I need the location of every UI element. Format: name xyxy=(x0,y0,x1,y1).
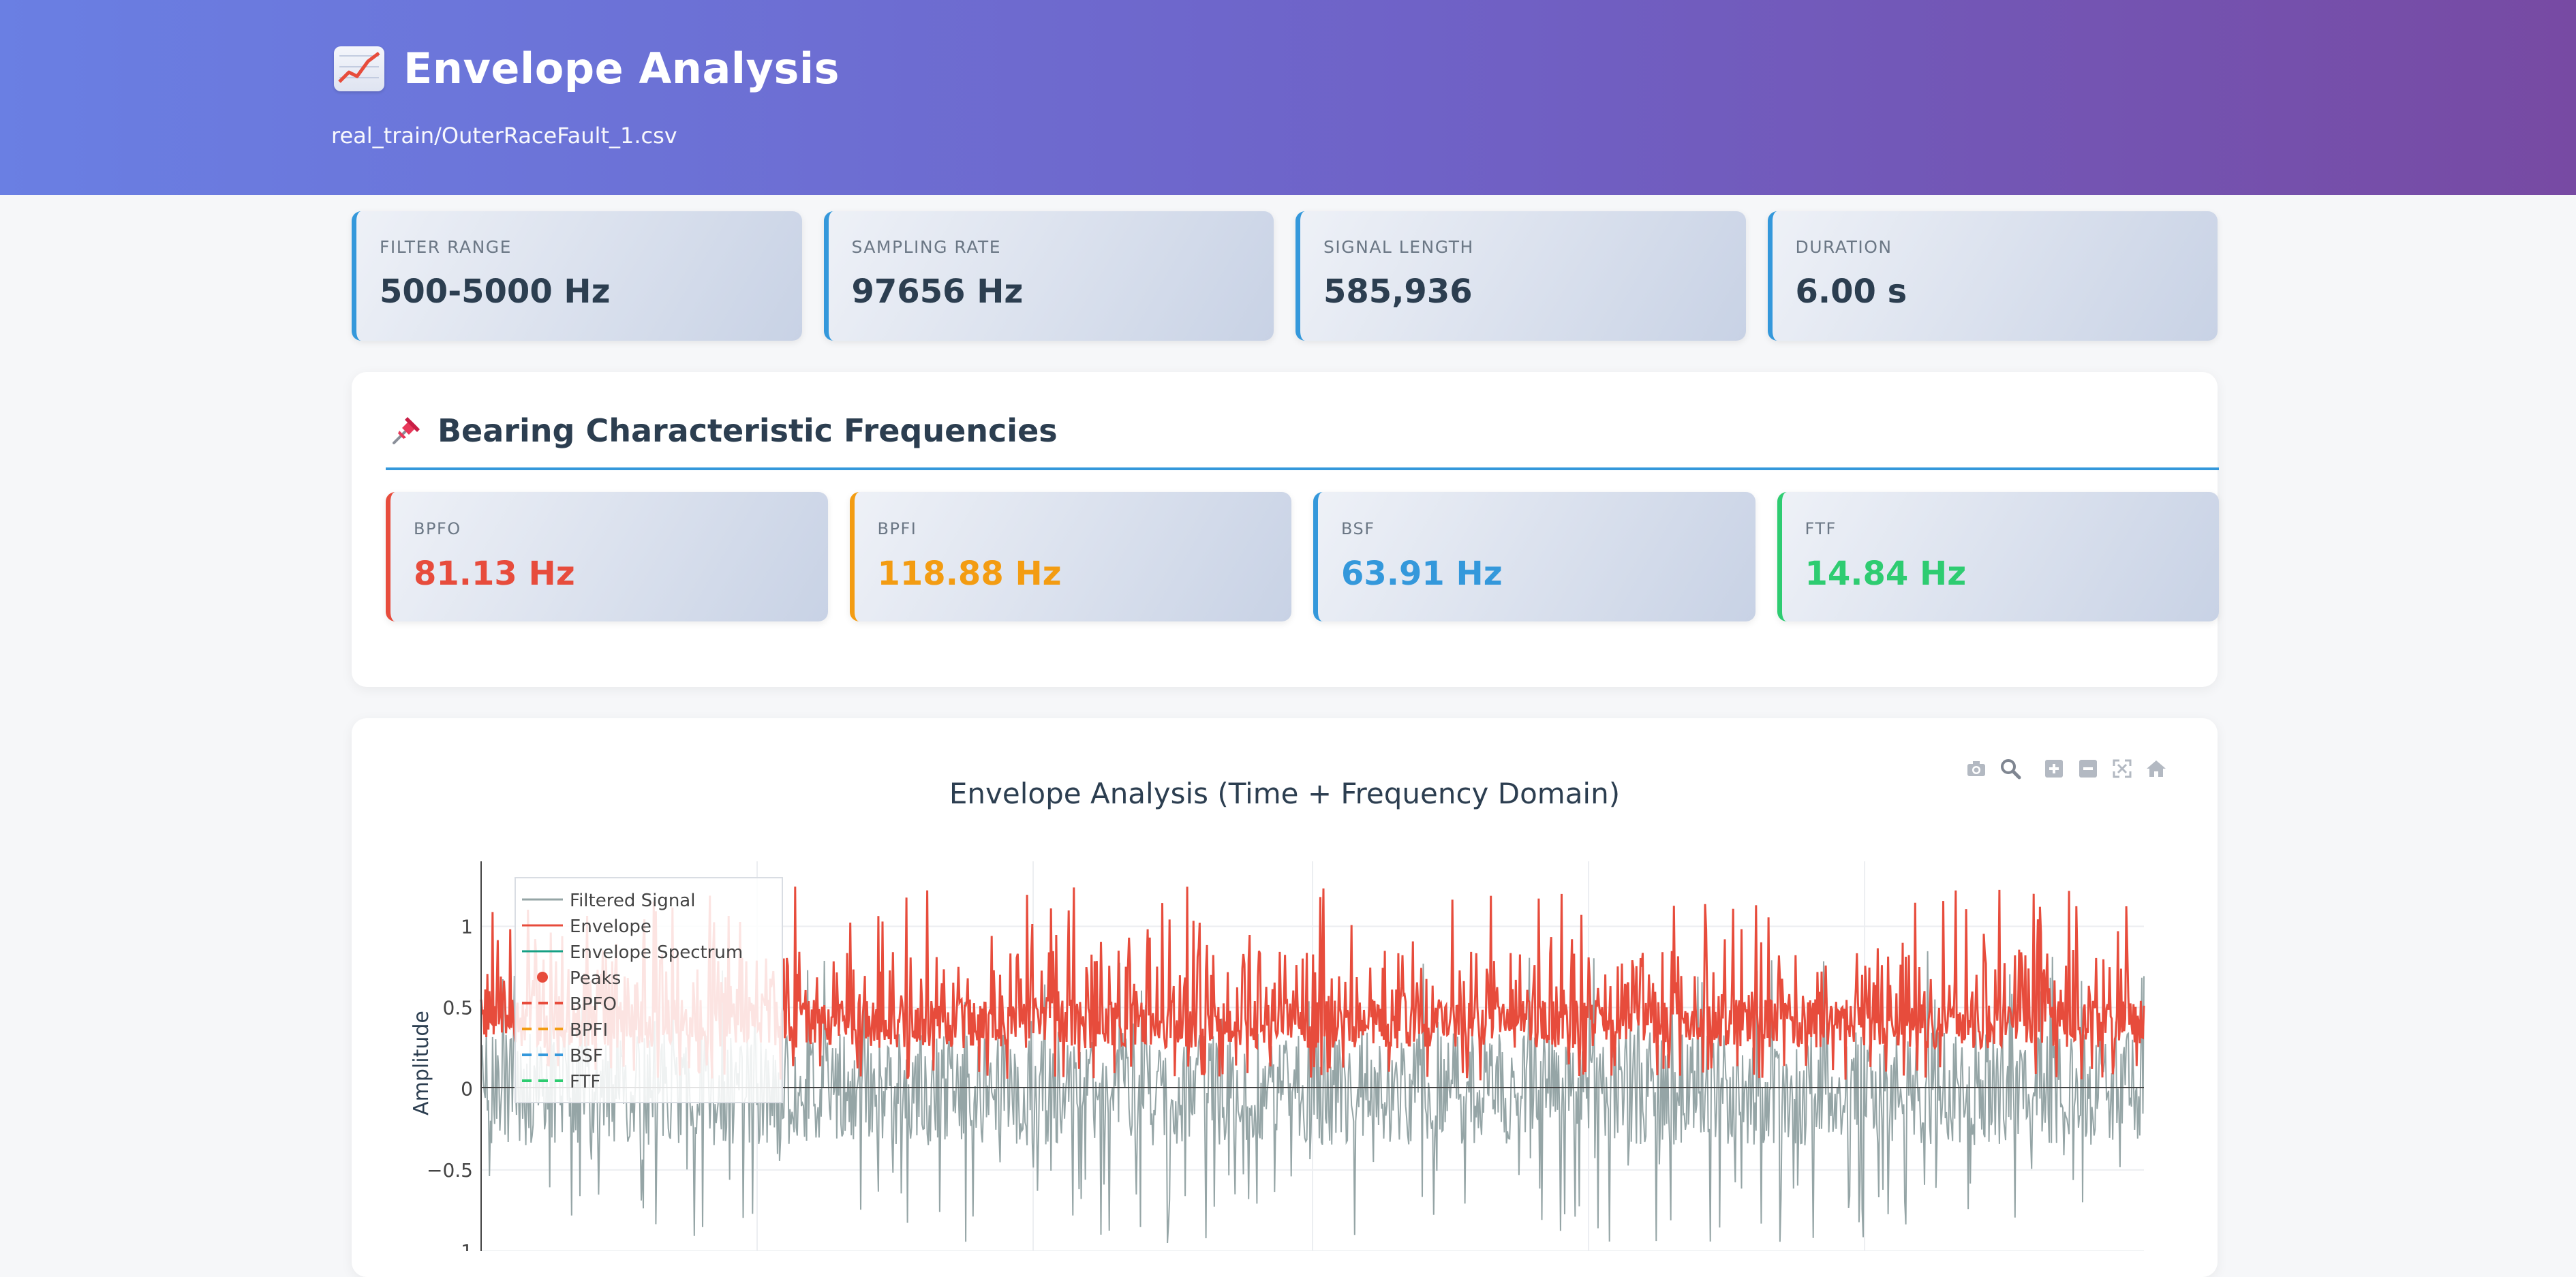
legend-box xyxy=(515,877,783,1103)
legend-label: Filtered Signal xyxy=(570,891,695,911)
y-axis-title: Amplitude xyxy=(410,1011,433,1116)
legend-label: Peaks xyxy=(570,968,621,989)
stat-value: 500-5000 Hz xyxy=(380,273,611,311)
legend-item: BPFI xyxy=(522,1020,608,1041)
freq-value: 118.88 Hz xyxy=(877,555,1062,593)
autoscale-icon[interactable] xyxy=(2111,758,2133,780)
bearing-frequencies-card: Bearing Characteristic Frequencies BPFO … xyxy=(352,372,2219,687)
legend-item: Envelope xyxy=(522,917,651,937)
stats-row: FILTER RANGE 500-5000 Hz SAMPLING RATE 9… xyxy=(352,211,2218,341)
freq-value: 63.91 Hz xyxy=(1341,555,1503,593)
chart-title: Envelope Analysis (Time + Frequency Doma… xyxy=(949,777,1621,810)
chart-card: Envelope Analysis (Time + Frequency Doma… xyxy=(352,718,2218,1277)
envelope-plot[interactable]: 1 0.5 0 −0.5 −1 Amplitude Filtered Signal Env… xyxy=(352,718,2218,1251)
freq-label: BPFO xyxy=(414,519,461,538)
freq-ftf: FTF 14.84 Hz xyxy=(1777,492,2219,621)
stat-sampling-rate: SAMPLING RATE 97656 Hz xyxy=(823,211,1274,341)
zoom-in-icon[interactable] xyxy=(2043,758,2065,780)
y-tick-label: 1 xyxy=(461,915,473,938)
pushpin-icon xyxy=(387,412,425,450)
frequency-row: BPFO 81.13 Hz BPFI 118.88 Hz BSF 63.91 H… xyxy=(386,492,2219,621)
freq-label: FTF xyxy=(1805,519,1837,538)
y-tick-label: −0.5 xyxy=(427,1159,473,1182)
header-title-row: Envelope Analysis xyxy=(334,44,840,93)
freq-value: 81.13 Hz xyxy=(414,555,575,593)
file-path: real_train/OuterRaceFault_1.csv xyxy=(331,123,677,149)
legend-label: BPFI xyxy=(570,1020,608,1041)
stat-signal-length: SIGNAL LENGTH 585,936 xyxy=(1295,211,1746,341)
home-icon[interactable] xyxy=(2145,758,2167,780)
chart-trend-icon xyxy=(334,46,384,91)
legend-item: BPFO xyxy=(522,994,617,1015)
legend-item: Envelope Spectrum xyxy=(522,942,743,963)
stat-value: 97656 Hz xyxy=(851,273,1024,311)
freq-bpfi: BPFI 118.88 Hz xyxy=(849,492,1291,621)
stat-value: 6.00 s xyxy=(1795,273,1907,311)
stat-label: SIGNAL LENGTH xyxy=(1323,237,1474,257)
stat-label: SAMPLING RATE xyxy=(851,237,1001,257)
y-tick-label: −1 xyxy=(445,1240,473,1251)
y-tick-label: 0.5 xyxy=(442,997,473,1019)
freq-value: 14.84 Hz xyxy=(1805,555,1967,593)
zoom-out-icon[interactable] xyxy=(2077,758,2099,780)
freq-label: BPFI xyxy=(877,519,917,538)
section-title: Bearing Characteristic Frequencies xyxy=(387,412,1058,450)
stat-label: FILTER RANGE xyxy=(380,237,512,257)
freq-bpfo: BPFO 81.13 Hz xyxy=(386,492,828,621)
legend-label: FTF xyxy=(570,1072,600,1092)
legend-label: Envelope Spectrum xyxy=(570,942,743,963)
legend-item: BSF xyxy=(522,1046,603,1066)
freq-bsf: BSF 63.91 Hz xyxy=(1313,492,1755,621)
stat-label: DURATION xyxy=(1795,237,1892,257)
chart-legend: Filtered Signal Envelope Envelope Spectrum… xyxy=(515,877,783,1103)
page-title: Envelope Analysis xyxy=(403,44,840,93)
legend-label: BPFO xyxy=(570,994,617,1015)
y-tick-label: 0 xyxy=(461,1078,473,1101)
zoom-icon[interactable] xyxy=(1999,758,2021,780)
stat-duration: DURATION 6.00 s xyxy=(1767,211,2218,341)
legend-marker xyxy=(537,972,548,983)
stat-filter-range: FILTER RANGE 500-5000 Hz xyxy=(352,211,802,341)
section-divider xyxy=(386,467,2219,470)
plot-toolbar xyxy=(1965,758,2167,780)
section-title-text: Bearing Characteristic Frequencies xyxy=(438,412,1058,449)
y-tick-labels: 1 0.5 0 −0.5 −1 xyxy=(427,915,473,1251)
legend-item: Filtered Signal xyxy=(522,891,695,911)
freq-label: BSF xyxy=(1341,519,1375,538)
legend-item: FTF xyxy=(522,1072,600,1092)
legend-item: Peaks xyxy=(537,968,621,989)
camera-icon[interactable] xyxy=(1965,758,1987,780)
stat-value: 585,936 xyxy=(1323,273,1473,311)
page-header: Envelope Analysis real_train/OuterRaceFa… xyxy=(0,0,2576,195)
legend-label: BSF xyxy=(570,1046,603,1066)
legend-label: Envelope xyxy=(570,917,651,937)
